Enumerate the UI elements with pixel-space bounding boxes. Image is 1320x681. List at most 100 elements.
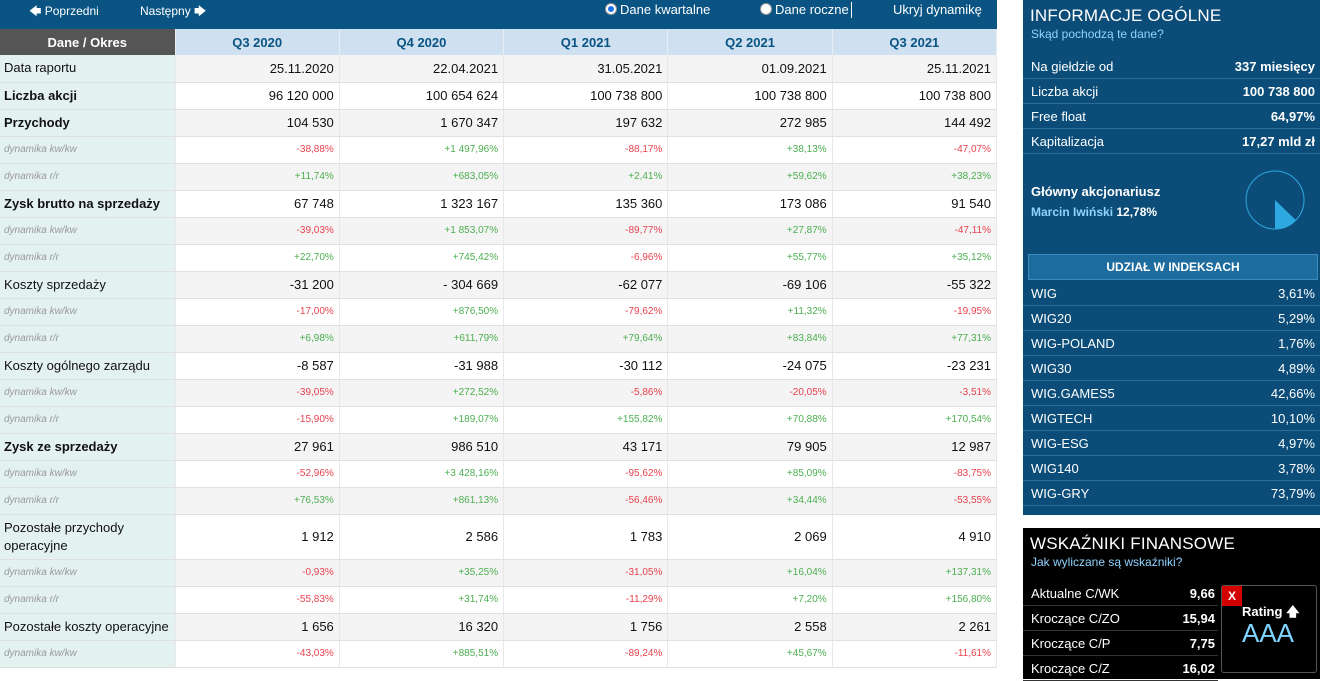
info-key: Kapitalizacja: [1031, 134, 1104, 149]
table-cell: +189,07%: [339, 406, 505, 434]
table-cell: 144 492: [832, 109, 997, 137]
financial-table: Dane / Okres Q3 2020 Q4 2020 Q1 2021 Q2 202…: [0, 29, 997, 668]
index-row[interactable]: WIG140 3,78%: [1023, 456, 1320, 481]
table-cell: +683,05%: [339, 163, 505, 191]
arrow-right-icon: 🡆: [194, 4, 207, 18]
holder-title: Główny akcjonariusz: [1031, 184, 1161, 199]
next-button[interactable]: Następny 🡆: [140, 2, 206, 23]
table-cell: -17,00%: [175, 298, 340, 326]
table-row: dynamika r/r -15,90% +189,07% +155,82% +70,8…: [0, 406, 997, 434]
table-cell: 104 530: [175, 109, 340, 137]
table-cell: +35,12%: [832, 244, 997, 272]
table-row: dynamika r/r -55,83% +31,74% -11,29% +7,20% +…: [0, 586, 997, 614]
index-share: 42,66%: [1270, 386, 1315, 401]
table-row: Pozostałe koszty operacyjne 1 656 16 320 1 …: [0, 613, 997, 641]
sidebar: INFORMACJE OGÓLNE Skąd pochodzą te dane?…: [1023, 0, 1320, 681]
index-row[interactable]: WIGTECH 10,10%: [1023, 406, 1320, 431]
info-row: Kapitalizacja 17,27 mld zł: [1023, 129, 1320, 154]
index-share: 3,78%: [1278, 461, 1315, 476]
table-cell: -19,95%: [832, 298, 997, 326]
info-title: INFORMACJE OGÓLNE: [1030, 6, 1222, 25]
rating-close-button[interactable]: X: [1222, 586, 1242, 606]
row-label: Przychody: [0, 109, 176, 137]
table-cell: 272 985: [667, 109, 833, 137]
index-row[interactable]: WIG20 5,29%: [1023, 306, 1320, 331]
row-label: dynamika r/r: [0, 586, 176, 614]
row-label: dynamika r/r: [0, 163, 176, 191]
index-name: WIG-GRY: [1031, 486, 1090, 501]
info-row: Na giełdzie od 337 miesięcy: [1023, 54, 1320, 79]
rating-value: AAA: [1242, 618, 1295, 648]
table-header-row: Dane / Okres Q3 2020 Q4 2020 Q1 2021 Q2 202…: [0, 29, 997, 55]
table-cell: -55 322: [832, 271, 997, 299]
table-cell: 2 069: [667, 514, 833, 560]
row-label: dynamika kw/kw: [0, 640, 176, 668]
info-row: Free float 64,97%: [1023, 104, 1320, 129]
row-label: dynamika r/r: [0, 325, 176, 353]
index-row[interactable]: WIG-ESG 4,97%: [1023, 431, 1320, 456]
table-cell: -8 587: [175, 352, 340, 380]
table-row: Data raportu 25.11.2020 22.04.2021 31.05.20…: [0, 55, 997, 83]
table-cell: -53,55%: [832, 487, 997, 515]
fin-value: 15,94: [1182, 611, 1215, 626]
table-cell: +876,50%: [339, 298, 505, 326]
table-cell: +45,67%: [667, 640, 833, 668]
table-cell: -79,62%: [503, 298, 669, 326]
table-cell: +156,80%: [832, 586, 997, 614]
holder-name[interactable]: Marcin Iwiński: [1031, 205, 1114, 219]
fin-key: Kroczące C/ZO: [1031, 611, 1120, 626]
table-cell: -31 988: [339, 352, 505, 380]
index-row[interactable]: WIG30 4,89%: [1023, 356, 1320, 381]
table-cell: +38,23%: [832, 163, 997, 191]
table-cell: +38,13%: [667, 136, 833, 164]
table-cell: -47,07%: [832, 136, 997, 164]
index-header: UDZIAŁ W INDEKSACH: [1028, 254, 1318, 280]
arrow-up-icon: 🡅: [1286, 604, 1300, 619]
table-cell: -20,05%: [667, 379, 833, 407]
index-row[interactable]: WIG 3,61%: [1023, 281, 1320, 306]
row-label: dynamika kw/kw: [0, 379, 176, 407]
table-cell: +79,64%: [503, 325, 669, 353]
table-cell: -23 231: [832, 352, 997, 380]
table-cell: +170,54%: [832, 406, 997, 434]
index-row[interactable]: WIG-GRY 73,79%: [1023, 481, 1320, 506]
hide-dynamics-link[interactable]: Ukryj dynamikę: [893, 2, 982, 17]
row-label: Pozostałe przychody operacyjne: [0, 514, 176, 560]
fin-value: 9,66: [1189, 586, 1215, 601]
table-row: Koszty ogólnego zarządu -8 587 -31 988 -30 …: [0, 352, 997, 380]
table-cell: +55,77%: [667, 244, 833, 272]
table-cell: +272,52%: [339, 379, 505, 407]
table-row: Zysk brutto na sprzedaży 67 748 1 323 167 1…: [0, 190, 997, 218]
rating-label: Rating: [1242, 604, 1283, 619]
financial-data-section: 🡄 Poprzedni Następny 🡆 Dane kwartalne Da…: [0, 0, 997, 668]
index-share: 4,97%: [1278, 436, 1315, 451]
info-value: 64,97%: [1270, 109, 1315, 124]
table-cell: 100 738 800: [503, 82, 669, 110]
holder-line: Marcin Iwiński 12,78%: [1031, 205, 1157, 219]
table-cell: -3,51%: [832, 379, 997, 407]
quarterly-radio[interactable]: Dane kwartalne: [605, 2, 710, 17]
fin-key: Kroczące C/Z: [1031, 661, 1110, 676]
table-cell: 986 510: [339, 433, 505, 461]
fin-method-link[interactable]: Jak wyliczane są wskaźniki?: [1031, 555, 1183, 569]
row-label: dynamika kw/kw: [0, 559, 176, 587]
table-cell: 173 086: [667, 190, 833, 218]
holder-share: 12,78%: [1116, 205, 1158, 219]
yearly-label: Dane roczne: [775, 2, 849, 17]
prev-button[interactable]: 🡄 Poprzedni: [29, 2, 99, 23]
table-row: dynamika r/r +22,70% +745,42% -6,96% +55,77%…: [0, 244, 997, 272]
index-row[interactable]: WIG-POLAND 1,76%: [1023, 331, 1320, 356]
table-cell: 100 654 624: [339, 82, 505, 110]
table-row: dynamika kw/kw -39,05% +272,52% -5,86% -20,0…: [0, 379, 997, 407]
fin-value: 7,75: [1189, 636, 1215, 651]
yearly-radio[interactable]: Dane roczne: [760, 2, 849, 17]
table-cell: 22.04.2021: [339, 55, 505, 83]
table-row: Koszty sprzedaży -31 200- 304 669 -62 077-…: [0, 271, 997, 299]
fin-row: Aktualne C/WK 9,66: [1023, 581, 1218, 606]
info-source-link[interactable]: Skąd pochodzą te dane?: [1031, 27, 1164, 41]
radio-unchecked-icon: [760, 3, 772, 15]
table-cell: -83,75%: [832, 460, 997, 488]
table-cell: -69 106: [667, 271, 833, 299]
table-cell: +35,25%: [339, 559, 505, 587]
index-row[interactable]: WIG.GAMES5 42,66%: [1023, 381, 1320, 406]
